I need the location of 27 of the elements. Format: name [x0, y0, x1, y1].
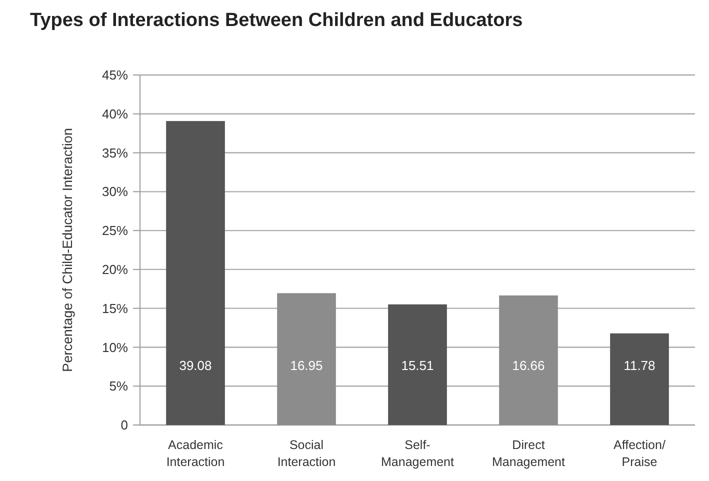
- bar: [166, 121, 225, 425]
- bar: [610, 333, 669, 425]
- bar: [388, 304, 447, 425]
- x-tick-label: Direct Management: [492, 438, 566, 469]
- y-tick-label: 0: [120, 418, 128, 433]
- y-tick-label: 40%: [102, 106, 128, 122]
- y-tick-label: 10%: [102, 340, 128, 355]
- y-tick-label: 35%: [102, 145, 128, 160]
- bar: [277, 293, 336, 425]
- data-label: 16.95: [290, 358, 323, 373]
- bar: [499, 295, 558, 425]
- x-tick-label: Affection/Praise: [614, 438, 666, 469]
- x-tick-label: Self-Management: [381, 438, 455, 469]
- chart-title: Types of Interactions Between Children and Educators: [30, 10, 523, 31]
- x-tick-label: Social Interaction: [277, 438, 336, 469]
- y-tick-label: 20%: [102, 262, 128, 277]
- data-label: 15.51: [401, 358, 434, 373]
- y-tick-label: 25%: [102, 223, 128, 238]
- y-tick-label: 45%: [102, 68, 128, 83]
- y-tick-label: 30%: [102, 184, 128, 200]
- x-tick-label: Academic Interaction: [166, 438, 225, 469]
- y-axis-title: Percentage of Child-Educator Interaction: [60, 128, 75, 372]
- y-tick-label: 15%: [102, 300, 128, 316]
- data-label: 39.08: [179, 358, 212, 373]
- y-tick-label: 5%: [109, 378, 128, 394]
- data-label: 11.78: [624, 358, 656, 373]
- data-label: 16.66: [512, 358, 545, 373]
